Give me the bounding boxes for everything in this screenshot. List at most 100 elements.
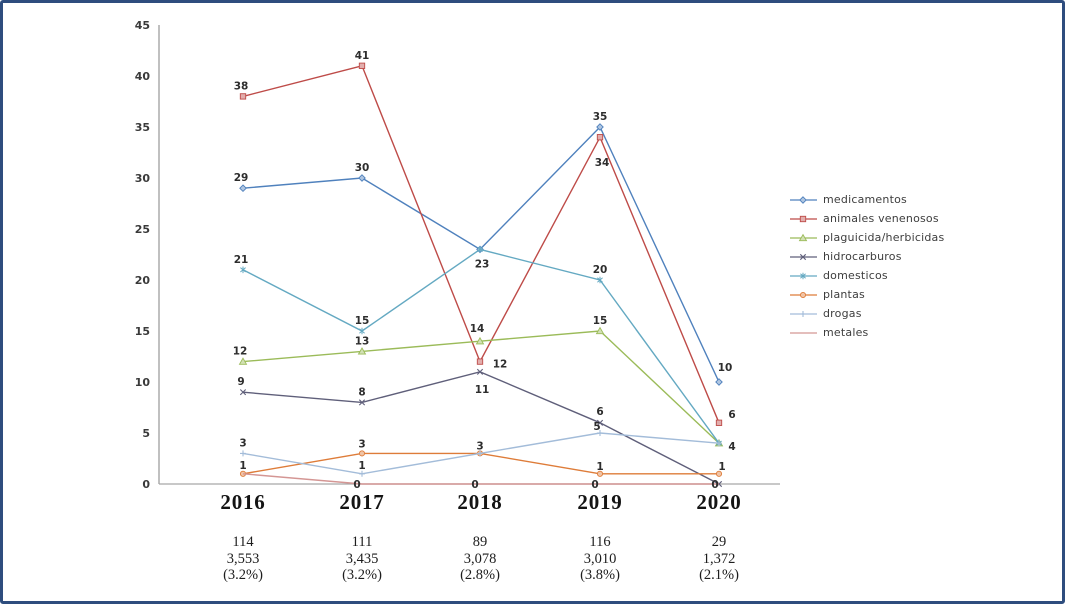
data-point-marker [715,419,723,426]
data-point-label: 1 [358,460,365,472]
y-tick-label: 35 [135,121,150,134]
data-point-label: 1 [239,460,246,472]
data-point-label: 15 [593,315,608,327]
data-point-marker [715,470,723,477]
legend-star-swatch-icon [790,272,817,279]
data-point-label: 3 [239,437,246,449]
series-animales-venenosos: 38 41 12 34 6 [234,50,736,426]
data-point-marker [359,470,365,477]
legend-label: animales venenosos [823,212,939,225]
y-tick-label: 0 [142,478,150,491]
legend-circle-swatch-icon [790,291,817,298]
data-point-marker [239,93,247,100]
data-point-marker [800,272,806,279]
footer-annotation: 89 3,078 (2.8%) [415,534,545,584]
data-point-marker [475,336,485,345]
data-point-label: 11 [475,384,490,396]
data-point-marker [476,358,484,365]
data-point-label: 5 [593,421,600,433]
x-axis-year-label: 2019 [577,490,623,514]
footer-percent: (3.2%) [342,567,382,583]
data-point-marker [238,357,248,365]
footer-annotation: 116 3,010 (3.8%) [535,534,665,584]
legend-diamond-swatch-icon [790,195,817,204]
data-point-marker [239,184,247,193]
series-plantas: 1 3 3 1 1 [239,438,726,477]
legend-x-swatch-icon [790,253,817,260]
legend-label: plantas [823,288,865,301]
series-line [242,473,719,485]
data-point-marker [799,195,807,204]
data-point-marker [799,291,807,298]
data-point-label: 10 [718,362,733,374]
data-point-marker [800,310,806,317]
y-tick-label: 10 [135,376,151,389]
series-line [242,64,720,424]
data-point-label: 20 [593,264,608,276]
data-point-label: 30 [355,162,370,174]
data-point-label: 14 [470,323,485,335]
footer-total: 3,553 [226,550,260,567]
footer-percent: (3.2%) [223,567,263,583]
footer-total: 3,435 [345,550,379,567]
data-point-marker [596,470,604,477]
legend-square-swatch-icon [790,215,817,222]
data-point-label: 4 [728,441,735,453]
data-point-label: 6 [596,406,603,418]
data-point-label: 3 [358,438,365,450]
legend-item: animales venenosos [789,209,944,228]
data-point-label: 35 [593,111,608,123]
data-point-label: 29 [234,172,249,184]
legend-label: plaguicida/herbicidas [823,231,945,244]
footer-count: 111 [351,534,373,550]
y-tick-label: 30 [135,172,151,185]
legend-item: plantas [789,285,944,304]
data-point-label: 13 [355,335,370,347]
legend-label: domesticos [823,269,888,282]
data-point-label: 1 [596,461,603,473]
data-point-marker [240,266,246,274]
y-tick-label: 20 [135,274,151,287]
legend-item: hidrocarburos [789,247,944,266]
legend-label: drogas [823,307,862,320]
legend-item: plaguicida/herbicidas [789,228,944,247]
data-point-marker [597,276,603,284]
legend-label: hidrocarburos [823,250,902,263]
x-axis-year-label: 2018 [457,490,503,514]
x-axis-year-label: 2017 [339,490,385,514]
legend-triangle-swatch-icon [790,233,817,241]
data-point-label: 0 [471,479,478,491]
series-line [242,452,719,475]
footer-count: 29 [711,534,727,550]
data-point-marker [239,389,247,396]
data-point-marker [715,378,723,386]
legend-label: medicamentos [823,193,907,206]
footer-annotation: 111 3,435 (3.2%) [297,534,427,584]
data-point-label: 0 [353,479,360,491]
y-tick-label: 45 [135,19,150,32]
legend-plus-swatch-icon [790,310,817,317]
footer-annotation: 29 1,372 (2.1%) [654,534,784,584]
data-point-label: 41 [355,50,370,62]
line-chart-canvas: 0510152025303540452930233510384112346121… [135,19,780,491]
data-point-marker [596,134,604,141]
legend-item: metales [789,323,944,342]
data-point-label: 9 [237,376,244,388]
data-point-marker [799,253,807,260]
series-drogas: 3 1 5 [239,421,722,477]
data-point-label: 8 [358,386,365,398]
footer-percent: (2.1%) [699,567,739,583]
data-point-marker [357,347,367,355]
footer-count: 116 [589,534,611,550]
data-point-label: 0 [711,479,718,491]
data-point-label: 23 [475,258,490,270]
x-axis-year-label: 2016 [220,490,266,514]
footer-percent: (3.8%) [580,567,620,583]
data-point-marker [798,233,808,241]
series-hidrocarburos: 98 116 [237,368,723,488]
footer-total: 3,078 [463,550,497,567]
data-point-marker [595,326,605,335]
data-point-label: 21 [234,254,249,266]
data-point-marker [799,215,807,222]
